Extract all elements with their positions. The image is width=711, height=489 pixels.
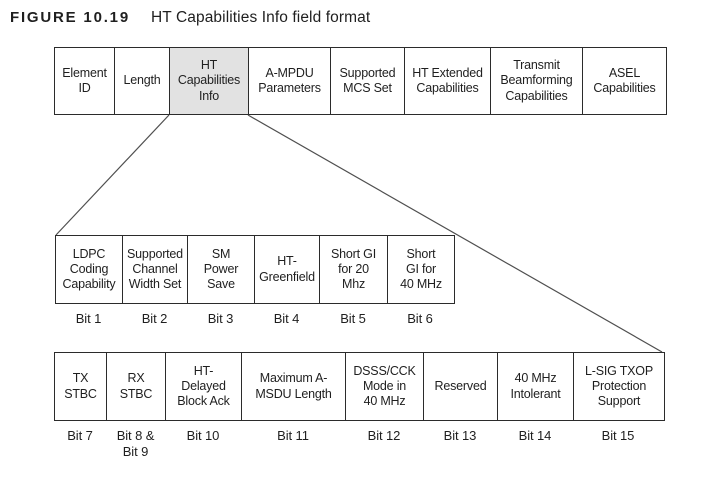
bit-label-5: Bit 5	[340, 311, 366, 326]
subfield-label: SM Power Save	[203, 246, 239, 292]
bit-label-11: Bit 11	[277, 428, 309, 443]
subfield-rx-stbc: RX STBC	[107, 353, 166, 420]
field-label: Element ID	[62, 65, 107, 95]
field-transmit-beamforming-capabilities: Transmit Beamforming Capabilities	[491, 48, 583, 114]
subfield-label: HT- Greenfield	[259, 254, 315, 284]
subfield-label: Short GI for 20 Mhz	[331, 246, 376, 292]
field-asel-capabilities: ASEL Capabilities	[583, 48, 666, 114]
bit-labels-row-2: Bit 7 Bit 8 & Bit 9 Bit 10 Bit 11 Bit 12…	[54, 428, 663, 461]
subfield-label: RX STBC	[119, 371, 153, 401]
connector-line-right	[247, 114, 663, 353]
subfield-label: Reserved	[434, 378, 487, 393]
bit-label-2: Bit 2	[141, 311, 168, 326]
field-label: ASEL Capabilities	[593, 65, 656, 95]
subfield-label: 40 MHz Intolerant	[510, 371, 561, 401]
subfield-short-gi-40mhz: Short GI for 40 MHz	[388, 236, 454, 303]
subfield-ldpc-coding-capability: LDPC Coding Capability	[56, 236, 123, 303]
field-label: HT Capabilities Info	[177, 58, 241, 103]
bit-label-8-9: Bit 8 & Bit 9	[116, 428, 155, 460]
subfield-dsss-cck-mode-40mhz: DSSS/CCK Mode in 40 MHz	[346, 353, 424, 420]
subfield-label: Short GI for 40 MHz	[400, 246, 442, 292]
subfield-short-gi-20mhz: Short GI for 20 Mhz	[320, 236, 388, 303]
field-label: A-MPDU Parameters	[258, 65, 321, 95]
subfield-lsig-txop-protection-support: L-SIG TXOP Protection Support	[574, 353, 664, 420]
connector-line-left	[55, 114, 170, 236]
subfield-label: Maximum A- MSDU Length	[255, 371, 332, 401]
field-ht-extended-capabilities: HT Extended Capabilities	[405, 48, 491, 114]
subfield-tx-stbc: TX STBC	[55, 353, 107, 420]
subfield-supported-channel-width-set: Supported Channel Width Set	[123, 236, 188, 303]
subfield-sm-power-save: SM Power Save	[188, 236, 255, 303]
subfield-label: Supported Channel Width Set	[127, 246, 183, 292]
figure-title-text: HT Capabilities Info field format	[150, 9, 371, 26]
field-supported-mcs-set: Supported MCS Set	[331, 48, 405, 114]
bit-label-14: Bit 14	[518, 428, 552, 443]
field-element-id: Element ID	[55, 48, 115, 114]
figure-caption: FIGURE 10.19 HT Capabilities Info field …	[10, 9, 370, 27]
subfield-label: DSSS/CCK Mode in 40 MHz	[353, 363, 416, 409]
element-format-row: Element ID Length HT Capabilities Info A…	[54, 47, 667, 115]
bit-labels-row-1: Bit 1 Bit 2 Bit 3 Bit 4 Bit 5 Bit 6	[55, 311, 453, 327]
subfield-label: L-SIG TXOP Protection Support	[585, 363, 653, 409]
subfield-label: LDPC Coding Capability	[62, 246, 116, 292]
bit-label-1: Bit 1	[75, 311, 102, 326]
field-label: Transmit Beamforming Capabilities	[500, 58, 573, 103]
bit-label-4: Bit 4	[273, 311, 300, 326]
bit-label-12: Bit 12	[367, 428, 401, 443]
bit-label-13: Bit 13	[443, 428, 477, 443]
subfield-label: TX STBC	[64, 371, 97, 401]
subfield-row-bits-1-6: LDPC Coding Capability Supported Channel…	[55, 235, 455, 304]
subfield-maximum-a-msdu-length: Maximum A- MSDU Length	[242, 353, 346, 420]
field-a-mpdu-parameters: A-MPDU Parameters	[249, 48, 331, 114]
field-length: Length	[115, 48, 170, 114]
field-ht-capabilities-info: HT Capabilities Info	[170, 48, 249, 114]
bit-label-3: Bit 3	[207, 311, 234, 326]
subfield-row-bits-7-15: TX STBC RX STBC HT- Delayed Block Ack Ma…	[54, 352, 665, 421]
figure-number-label: FIGURE 10.19	[10, 9, 130, 26]
subfield-ht-greenfield: HT- Greenfield	[255, 236, 320, 303]
bit-label-15: Bit 15	[601, 428, 635, 443]
subfield-label: HT- Delayed Block Ack	[177, 363, 230, 409]
subfield-reserved: Reserved	[424, 353, 498, 420]
bit-label-6: Bit 6	[407, 311, 433, 326]
field-label: Length	[123, 73, 161, 88]
field-label: Supported MCS Set	[339, 65, 396, 95]
bit-label-10: Bit 10	[186, 428, 220, 443]
subfield-ht-delayed-block-ack: HT- Delayed Block Ack	[166, 353, 242, 420]
bit-label-7: Bit 7	[67, 428, 93, 443]
subfield-40mhz-intolerant: 40 MHz Intolerant	[498, 353, 574, 420]
field-label: HT Extended Capabilities	[412, 65, 483, 95]
